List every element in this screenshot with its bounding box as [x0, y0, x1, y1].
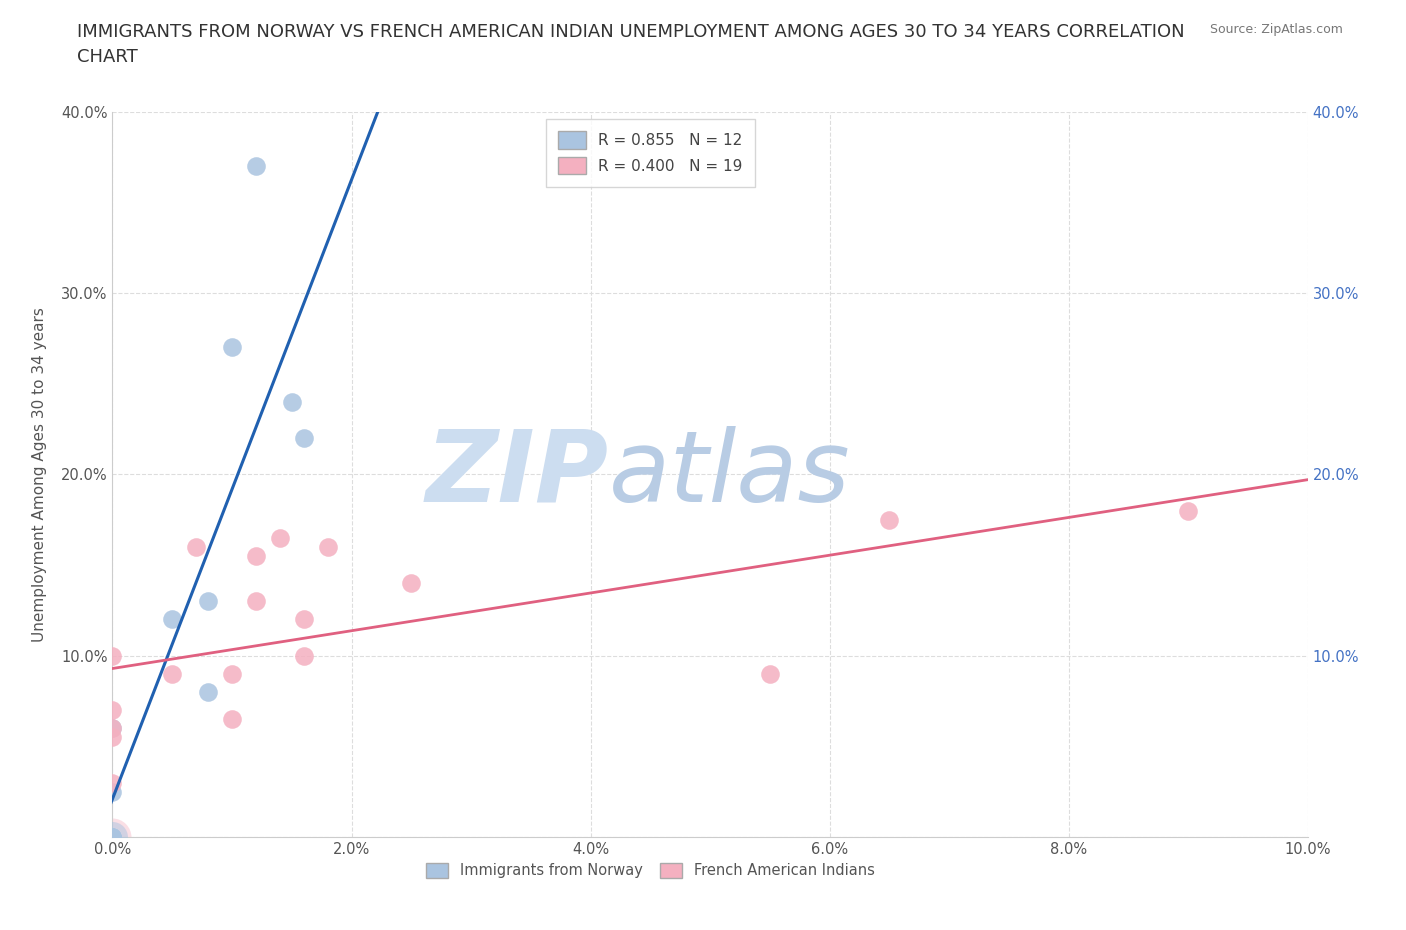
Point: [197, 684, 219, 699]
Point: [101, 776, 124, 790]
Point: [197, 594, 219, 609]
Point: [186, 539, 208, 554]
Point: [245, 549, 267, 564]
Point: [101, 830, 124, 844]
Text: CHART: CHART: [77, 48, 138, 66]
Point: [281, 394, 304, 409]
Y-axis label: Unemployment Among Ages 30 to 34 years: Unemployment Among Ages 30 to 34 years: [32, 307, 48, 642]
Point: [221, 667, 243, 682]
Legend: Immigrants from Norway, French American Indians: Immigrants from Norway, French American …: [420, 857, 880, 884]
Point: [292, 648, 315, 663]
Point: [162, 667, 183, 682]
Point: [1177, 503, 1199, 518]
Point: [101, 784, 124, 799]
Text: IMMIGRANTS FROM NORWAY VS FRENCH AMERICAN INDIAN UNEMPLOYMENT AMONG AGES 30 TO 3: IMMIGRANTS FROM NORWAY VS FRENCH AMERICA…: [77, 23, 1185, 41]
Point: [101, 830, 124, 844]
Text: Source: ZipAtlas.com: Source: ZipAtlas.com: [1209, 23, 1343, 36]
Point: [269, 530, 291, 545]
Point: [759, 667, 782, 682]
Point: [101, 830, 124, 844]
Point: [879, 512, 901, 527]
Point: [316, 539, 339, 554]
Point: [101, 730, 124, 745]
Point: [162, 612, 183, 627]
Point: [292, 431, 315, 445]
Point: [101, 721, 124, 736]
Point: [101, 830, 124, 844]
Text: atlas: atlas: [609, 426, 851, 523]
Point: [101, 648, 124, 663]
Point: [101, 830, 124, 844]
Point: [221, 340, 243, 355]
Point: [221, 711, 243, 726]
Point: [292, 612, 315, 627]
Point: [101, 721, 124, 736]
Point: [245, 158, 267, 173]
Text: ZIP: ZIP: [426, 426, 609, 523]
Point: [245, 594, 267, 609]
Point: [401, 576, 423, 591]
Point: [101, 703, 124, 718]
